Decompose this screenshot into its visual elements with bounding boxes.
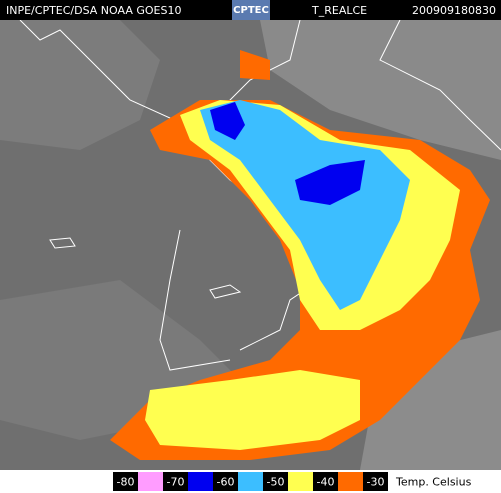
legend-label-box: [313, 472, 338, 491]
legend-label-box: [113, 472, 138, 491]
legend-swatch: [238, 472, 263, 491]
legend-swatch: [188, 472, 213, 491]
legend-unit: Temp. Celsius: [395, 476, 472, 489]
logo: CPTEC: [233, 5, 269, 16]
legend-label: -30: [367, 476, 385, 489]
legend-label-box: [363, 472, 388, 491]
legend-swatch: [288, 472, 313, 491]
product-label: T_REALCE: [311, 4, 367, 17]
legend-swatch: [338, 472, 363, 491]
legend-label: -50: [267, 476, 285, 489]
legend-label: -80: [117, 476, 135, 489]
legend-label-box: [163, 472, 188, 491]
legend-label: -60: [217, 476, 235, 489]
legend-label-box: [263, 472, 288, 491]
imagery: [0, 0, 501, 470]
legend-label: -70: [167, 476, 185, 489]
legend-swatch: [138, 472, 163, 491]
source-label: INPE/CPTEC/DSA NOAA GOES10: [6, 4, 181, 17]
header-bar: INPE/CPTEC/DSA NOAA GOES10 CPTEC T_REALC…: [0, 0, 501, 20]
legend-label-box: [213, 472, 238, 491]
legend: -80 -70 -60 -50 -40 -30 Temp. Celsius: [0, 470, 501, 493]
legend-label: -40: [317, 476, 335, 489]
cloud-tops: [110, 50, 490, 460]
timestamp: 200909180830: [412, 4, 496, 17]
